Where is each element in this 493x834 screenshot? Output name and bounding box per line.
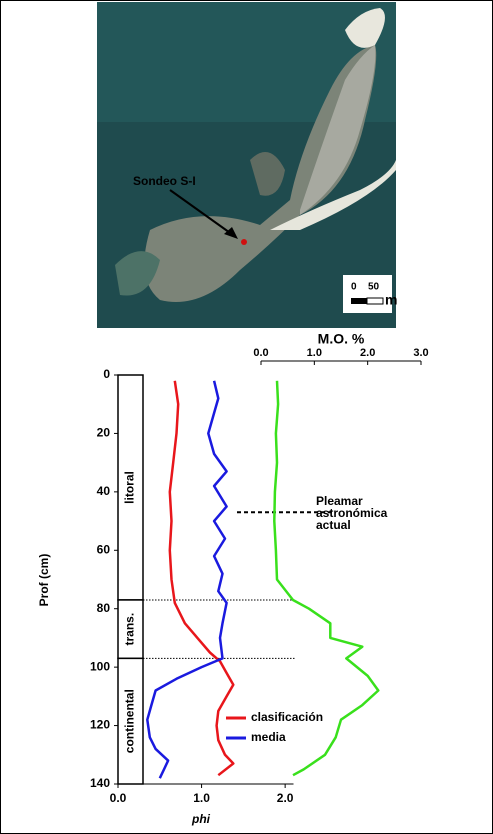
series-line xyxy=(168,380,235,777)
unit-label: trans. xyxy=(123,613,137,646)
y-axis-label: Prof (cm) xyxy=(37,554,51,607)
scale-label: 50 xyxy=(368,282,380,293)
unit-label: litoral xyxy=(123,471,137,504)
unit-box xyxy=(117,599,144,660)
annotation-text: astronómica xyxy=(316,506,388,520)
aerial-photo xyxy=(97,2,396,328)
y-tick-label: 140 xyxy=(90,776,110,790)
scale-label: 0 xyxy=(351,282,357,293)
x2-tick-label: 1.0 xyxy=(307,347,322,359)
y-tick-label: 0 xyxy=(103,367,110,381)
legend-label: media xyxy=(251,730,286,744)
x-axis-label: phi xyxy=(191,812,211,826)
x2-tick-label: 3.0 xyxy=(413,347,428,359)
x2-tick-label: 0.0 xyxy=(253,347,268,359)
y-tick-label: 80 xyxy=(97,601,111,615)
y-tick-label: 60 xyxy=(97,542,111,556)
annotation-text: Pleamar xyxy=(316,494,363,508)
map-label: Sondeo S-I xyxy=(133,174,196,188)
x-tick-label: 1.0 xyxy=(193,791,210,805)
unit-box xyxy=(117,657,144,785)
series-line xyxy=(273,380,380,777)
y-tick-label: 40 xyxy=(97,484,111,498)
y-tick-label: 100 xyxy=(90,659,110,673)
legend-label: clasificación xyxy=(251,710,323,724)
x-tick-label: 0.0 xyxy=(110,791,127,805)
scale-unit: m xyxy=(385,292,397,308)
y-tick-label: 120 xyxy=(90,718,110,732)
x-tick-label: 2.0 xyxy=(277,791,294,805)
x2-tick-label: 2.0 xyxy=(360,347,375,359)
annotation-text: actual xyxy=(316,518,351,532)
unit-label: continental xyxy=(123,689,137,753)
x2-axis-label: M.O. % xyxy=(318,331,365,347)
series-line xyxy=(146,380,228,779)
y-tick-label: 20 xyxy=(97,426,111,440)
